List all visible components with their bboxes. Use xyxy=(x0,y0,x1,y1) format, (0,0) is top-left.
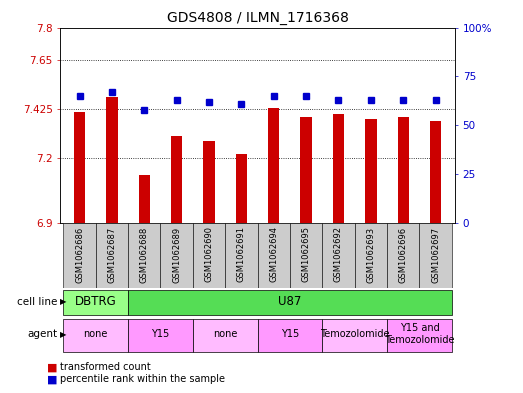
Text: cell line: cell line xyxy=(17,297,58,307)
FancyBboxPatch shape xyxy=(63,290,128,315)
Text: GSM1062690: GSM1062690 xyxy=(204,226,213,283)
Text: ■: ■ xyxy=(47,362,58,373)
FancyBboxPatch shape xyxy=(225,223,257,288)
Text: transformed count: transformed count xyxy=(60,362,151,373)
FancyBboxPatch shape xyxy=(96,223,128,288)
Text: GSM1062689: GSM1062689 xyxy=(172,226,181,283)
Text: GSM1062694: GSM1062694 xyxy=(269,226,278,283)
FancyBboxPatch shape xyxy=(355,223,387,288)
Bar xyxy=(397,117,409,223)
FancyBboxPatch shape xyxy=(257,223,290,288)
Text: ▶: ▶ xyxy=(60,297,66,306)
FancyBboxPatch shape xyxy=(161,223,193,288)
Bar xyxy=(139,175,150,223)
FancyBboxPatch shape xyxy=(128,290,452,315)
FancyBboxPatch shape xyxy=(193,223,225,288)
Text: none: none xyxy=(84,329,108,339)
Text: agent: agent xyxy=(27,329,58,339)
FancyBboxPatch shape xyxy=(128,223,161,288)
Text: GSM1062688: GSM1062688 xyxy=(140,226,149,283)
FancyBboxPatch shape xyxy=(63,223,96,288)
Bar xyxy=(333,114,344,223)
Bar xyxy=(106,97,118,223)
Text: ▶: ▶ xyxy=(60,330,66,339)
Text: none: none xyxy=(213,329,237,339)
Text: percentile rank within the sample: percentile rank within the sample xyxy=(60,374,225,384)
Bar xyxy=(236,154,247,223)
Bar xyxy=(171,136,183,223)
Bar xyxy=(300,117,312,223)
FancyBboxPatch shape xyxy=(322,319,387,352)
FancyBboxPatch shape xyxy=(193,319,257,352)
FancyBboxPatch shape xyxy=(63,319,128,352)
Text: GSM1062692: GSM1062692 xyxy=(334,226,343,283)
FancyBboxPatch shape xyxy=(387,319,452,352)
Text: ■: ■ xyxy=(47,374,58,384)
Text: GSM1062693: GSM1062693 xyxy=(366,226,376,283)
FancyBboxPatch shape xyxy=(257,319,322,352)
Text: GSM1062687: GSM1062687 xyxy=(107,226,117,283)
Text: GSM1062691: GSM1062691 xyxy=(237,226,246,283)
FancyBboxPatch shape xyxy=(290,223,322,288)
Text: GSM1062697: GSM1062697 xyxy=(431,226,440,283)
FancyBboxPatch shape xyxy=(387,223,419,288)
Text: Y15: Y15 xyxy=(151,329,169,339)
Title: GDS4808 / ILMN_1716368: GDS4808 / ILMN_1716368 xyxy=(167,11,348,25)
Text: GSM1062695: GSM1062695 xyxy=(302,226,311,283)
Bar xyxy=(430,121,441,223)
Bar xyxy=(203,141,215,223)
Bar xyxy=(268,108,279,223)
FancyBboxPatch shape xyxy=(128,319,193,352)
Text: Y15 and
Temozolomide: Y15 and Temozolomide xyxy=(384,323,454,345)
Text: Temozolomide: Temozolomide xyxy=(320,329,390,339)
Text: GSM1062696: GSM1062696 xyxy=(399,226,408,283)
Text: GSM1062686: GSM1062686 xyxy=(75,226,84,283)
Text: U87: U87 xyxy=(278,295,302,308)
FancyBboxPatch shape xyxy=(322,223,355,288)
FancyBboxPatch shape xyxy=(419,223,452,288)
Text: DBTRG: DBTRG xyxy=(75,295,117,308)
Bar xyxy=(365,119,377,223)
Bar xyxy=(74,112,85,223)
Text: Y15: Y15 xyxy=(281,329,299,339)
